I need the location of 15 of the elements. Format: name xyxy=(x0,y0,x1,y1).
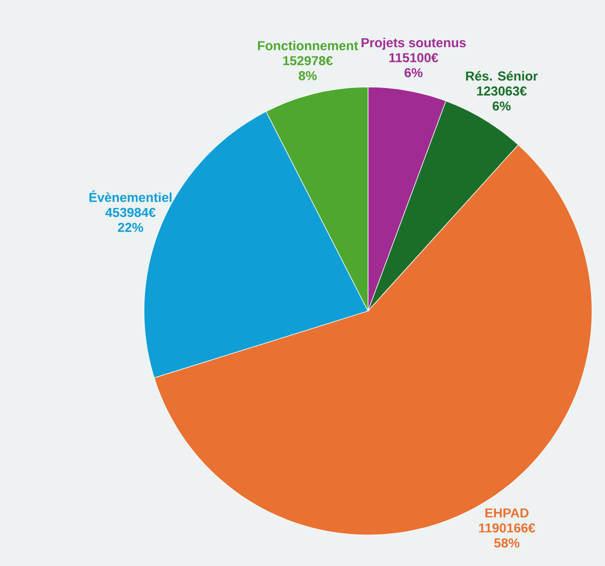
data-label: 453984€ xyxy=(105,208,156,218)
data-label: 152978€ xyxy=(283,56,333,66)
data-label: 115100€ xyxy=(389,53,438,62)
text: 8% xyxy=(298,71,317,80)
slice-label: Évènementiel xyxy=(89,190,172,202)
slice-label: Projets soutenus xyxy=(362,38,466,50)
slice-label: EHPAD xyxy=(485,508,529,518)
data-label: 123063€ xyxy=(477,86,527,96)
text: 58% xyxy=(494,538,520,548)
text: 6% xyxy=(404,68,423,78)
slice-label: Rés. Sénior xyxy=(466,70,538,81)
data-label: 1190166€ xyxy=(479,523,536,533)
text: 6% xyxy=(492,101,511,111)
text: 22% xyxy=(118,222,144,232)
slice-label: Fonctionnement xyxy=(258,40,358,50)
